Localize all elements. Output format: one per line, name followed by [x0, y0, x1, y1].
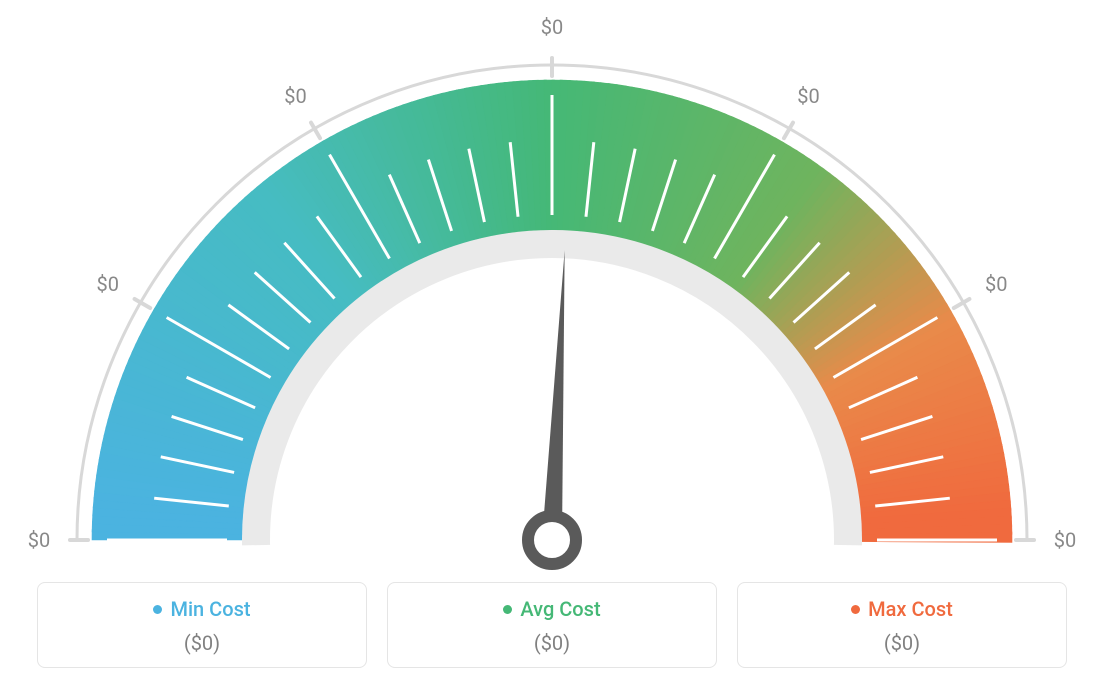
gauge-needle-hub [528, 516, 576, 564]
legend-label-min: Min Cost [170, 597, 250, 621]
gauge-needle [542, 250, 565, 540]
legend-card-avg: Avg Cost ($0) [387, 582, 717, 668]
legend-title-avg: Avg Cost [503, 597, 600, 621]
gauge-tick-label: $0 [1054, 528, 1076, 552]
gauge-chart: $0$0$0$0$0$0$0 [22, 20, 1082, 580]
legend-card-max: Max Cost ($0) [737, 582, 1067, 668]
legend-dot-min [153, 605, 162, 614]
gauge-svg [22, 20, 1082, 580]
gauge-tick-label: $0 [985, 272, 1007, 296]
legend-value-min: ($0) [48, 631, 356, 655]
legend-row: Min Cost ($0) Avg Cost ($0) Max Cost ($0… [0, 582, 1104, 668]
legend-value-max: ($0) [748, 631, 1056, 655]
gauge-tick-label: $0 [28, 528, 50, 552]
gauge-tick-label: $0 [797, 84, 819, 108]
legend-label-max: Max Cost [868, 597, 953, 621]
legend-label-avg: Avg Cost [520, 597, 600, 621]
gauge-tick-label: $0 [96, 272, 118, 296]
legend-value-avg: ($0) [398, 631, 706, 655]
legend-title-min: Min Cost [153, 597, 250, 621]
legend-card-min: Min Cost ($0) [37, 582, 367, 668]
legend-title-max: Max Cost [851, 597, 953, 621]
gauge-tick-label: $0 [284, 84, 306, 108]
gauge-tick-label: $0 [541, 15, 563, 39]
legend-dot-avg [503, 605, 512, 614]
legend-dot-max [851, 605, 860, 614]
